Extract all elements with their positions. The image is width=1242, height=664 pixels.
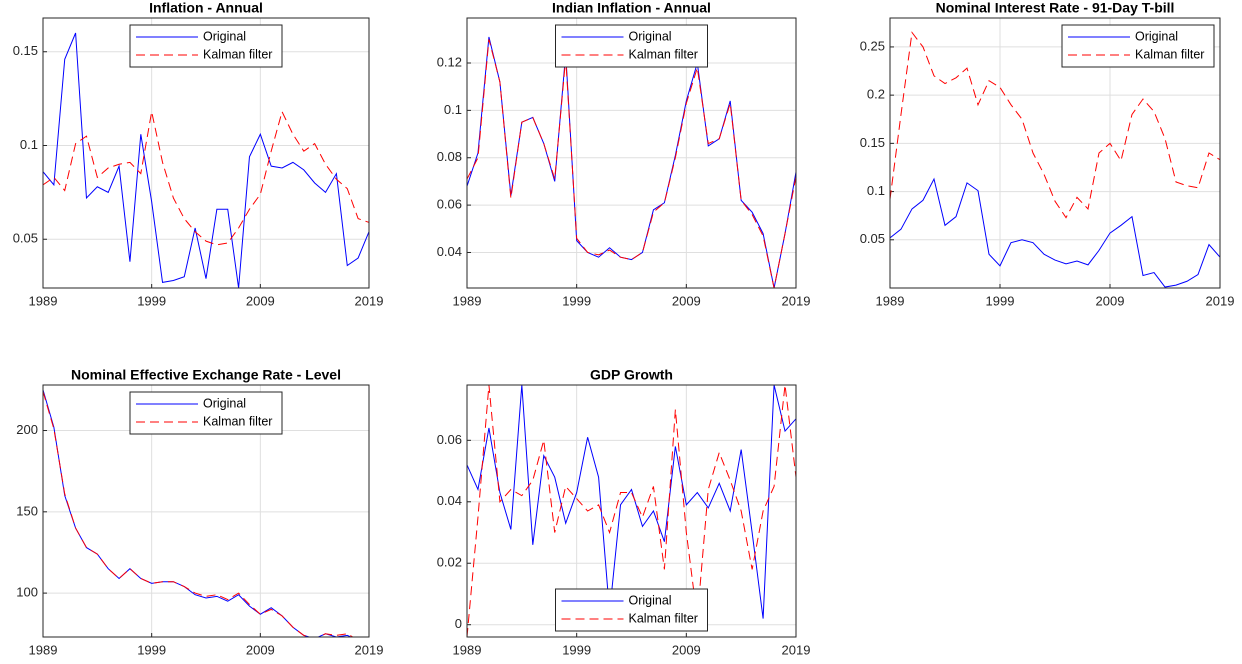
legend-label: Original — [629, 593, 672, 607]
x-tick-label: 2019 — [355, 642, 384, 657]
y-tick-label: 0.04 — [437, 244, 462, 259]
x-tick-label: 2009 — [246, 642, 275, 657]
series-line — [890, 31, 1220, 219]
legend-box — [129, 391, 283, 435]
legend-box — [555, 24, 708, 68]
x-tick-label: 1999 — [562, 293, 591, 308]
y-tick-label: 0.25 — [860, 38, 885, 53]
chart-title: Inflation - Annual — [149, 0, 263, 16]
y-tick-label: 150 — [16, 503, 38, 518]
y-tick-label: 0.05 — [13, 231, 38, 246]
chart-title: Nominal Effective Exchange Rate - Level — [71, 367, 341, 383]
y-tick-label: 0.15 — [13, 43, 38, 58]
x-tick-label: 1989 — [876, 293, 905, 308]
chart-title: Nominal Interest Rate - 91-Day T-bill — [936, 0, 1175, 16]
x-tick-label: 1999 — [137, 642, 166, 657]
legend-box — [555, 588, 708, 632]
y-tick-label: 0.06 — [437, 197, 462, 212]
y-tick-label: 0.12 — [437, 54, 462, 69]
legend-label: Original — [1135, 29, 1178, 43]
axes-box — [889, 17, 1221, 289]
legend-label: Original — [203, 29, 246, 43]
series-line — [43, 32, 369, 288]
x-tick-label: 1989 — [453, 642, 482, 657]
chart-title: GDP Growth — [590, 367, 673, 383]
legend-label: Original — [203, 396, 246, 410]
y-tick-label: 0.1 — [20, 137, 38, 152]
series-line — [890, 177, 1220, 288]
y-tick-label: 0.06 — [437, 432, 462, 447]
y-tick-label: 0.2 — [867, 87, 885, 102]
y-tick-label: 0.04 — [437, 493, 462, 508]
legend-box — [1061, 24, 1215, 68]
y-tick-label: 0.1 — [444, 102, 462, 117]
axes-box — [466, 384, 797, 638]
x-tick-label: 2019 — [1206, 293, 1235, 308]
x-tick-label: 1999 — [562, 642, 591, 657]
y-tick-label: 0.08 — [437, 149, 462, 164]
x-tick-label: 2009 — [672, 293, 701, 308]
series-line — [467, 39, 796, 288]
series-line — [467, 385, 796, 619]
chart-title: Indian Inflation - Annual — [552, 0, 711, 16]
x-tick-label: 1999 — [137, 293, 166, 308]
y-tick-label: 0.15 — [860, 135, 885, 150]
legend-box — [129, 24, 283, 68]
y-tick-label: 0.05 — [860, 231, 885, 246]
x-tick-label: 1989 — [29, 293, 58, 308]
series-line — [43, 391, 354, 637]
axes-box — [466, 17, 797, 289]
y-tick-label: 0.1 — [867, 183, 885, 198]
x-tick-label: 2009 — [246, 293, 275, 308]
y-tick-label: 0.02 — [437, 555, 462, 570]
axes-box — [42, 384, 370, 638]
legend-label: Kalman filter — [629, 611, 698, 625]
series-line — [467, 385, 796, 637]
x-tick-label: 1989 — [29, 642, 58, 657]
x-tick-label: 2019 — [782, 642, 811, 657]
legend-label: Original — [629, 29, 672, 43]
legend-label: Kalman filter — [203, 414, 272, 428]
y-tick-label: 200 — [16, 422, 38, 437]
x-tick-label: 2019 — [355, 293, 384, 308]
x-tick-label: 2019 — [782, 293, 811, 308]
axes-box — [42, 17, 370, 289]
y-tick-label: 100 — [16, 585, 38, 600]
y-tick-label: 0 — [455, 616, 462, 631]
series-line — [43, 110, 369, 246]
legend-label: Kalman filter — [629, 47, 698, 61]
x-tick-label: 2009 — [672, 642, 701, 657]
x-tick-label: 1999 — [986, 293, 1015, 308]
x-tick-label: 1989 — [453, 293, 482, 308]
x-tick-label: 2009 — [1096, 293, 1125, 308]
legend-label: Kalman filter — [203, 47, 272, 61]
legend-label: Kalman filter — [1135, 47, 1204, 61]
